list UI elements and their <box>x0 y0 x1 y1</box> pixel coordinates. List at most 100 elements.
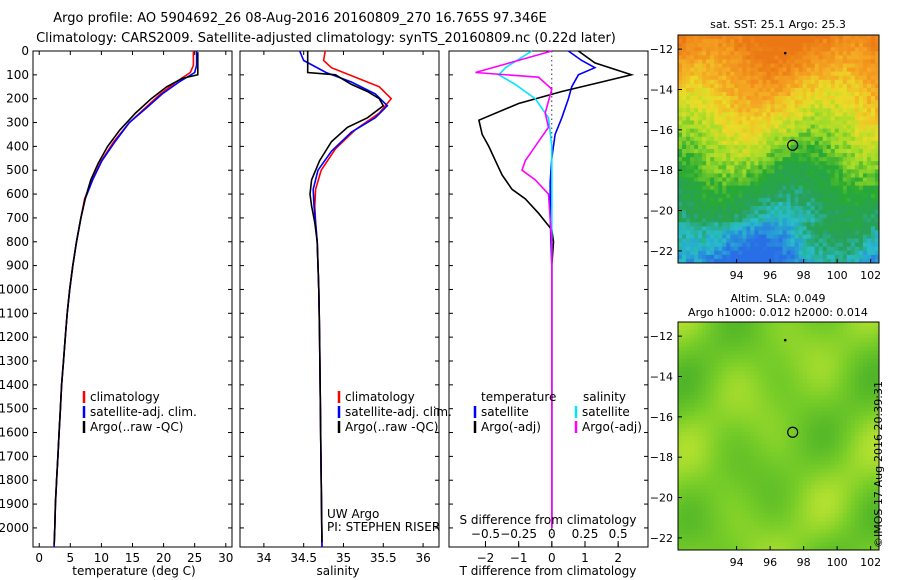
depth-tick-label: 1800 <box>0 473 29 487</box>
map-cell <box>810 35 816 40</box>
map-cell <box>826 144 832 150</box>
map-cell <box>738 71 743 77</box>
map-cell <box>694 374 699 380</box>
map-cell <box>790 100 796 105</box>
map-cell <box>702 43 707 48</box>
map-cell <box>770 39 776 44</box>
map-cell <box>738 112 743 118</box>
map-cell <box>806 59 812 65</box>
map-cell <box>762 472 768 478</box>
map-cell <box>794 366 800 372</box>
map-cell <box>718 120 723 126</box>
map-cell <box>682 153 687 158</box>
map-cell <box>830 112 836 118</box>
map-cell <box>738 250 743 256</box>
map-cell <box>806 362 812 368</box>
map-cell <box>710 193 715 199</box>
map-cell <box>690 391 695 396</box>
sst-map-axes: 94 96 98 100 102−12−14−16−18−20−22 <box>650 43 881 282</box>
map-cell <box>846 452 852 457</box>
map-cell <box>858 322 864 327</box>
map-cell <box>870 326 876 331</box>
map-cell <box>810 63 816 69</box>
map-cell <box>770 436 776 441</box>
map-cell <box>714 242 719 248</box>
map-cell <box>874 63 879 69</box>
map-cell <box>818 395 824 400</box>
map-cell <box>790 35 796 40</box>
map-cell <box>790 197 796 203</box>
map-cell <box>710 338 715 343</box>
map-cell <box>838 452 844 457</box>
map-cell <box>818 250 824 256</box>
map-cell <box>854 222 860 227</box>
map-cell <box>778 350 784 356</box>
map-cell <box>814 222 820 227</box>
map-cell <box>766 448 772 453</box>
map-cell <box>774 59 780 65</box>
map-cell <box>782 258 788 263</box>
map-cell <box>874 75 879 81</box>
map-cell <box>746 242 751 248</box>
map-cell <box>702 334 707 339</box>
map-cell <box>770 108 776 113</box>
map-cell <box>810 43 816 48</box>
map-cell <box>754 326 759 331</box>
map-cell <box>806 383 812 388</box>
map-cell <box>714 326 719 331</box>
map-cell <box>862 157 868 162</box>
map-cell <box>710 464 715 470</box>
map-cell <box>826 399 832 405</box>
map-cell <box>842 246 848 252</box>
map-cell <box>806 63 812 69</box>
map-cell <box>870 250 876 256</box>
map-cell <box>778 185 784 191</box>
map-cell <box>726 128 731 134</box>
map-cell <box>862 415 868 421</box>
map-cell <box>866 246 872 252</box>
map-cell <box>698 334 703 339</box>
map-cell <box>698 189 703 195</box>
map-cell <box>746 444 751 449</box>
map-cell <box>778 338 784 343</box>
map-cell <box>842 206 848 211</box>
map-cell <box>722 169 727 175</box>
map-cell <box>874 456 879 462</box>
map-cell <box>702 338 707 343</box>
map-cell <box>710 201 715 207</box>
map-cell <box>718 177 723 183</box>
map-cell <box>754 128 759 134</box>
sla-map-panel: Altim. SLA: 0.049 Argo h1000: 0.012 h200… <box>650 292 881 569</box>
map-cell <box>778 87 784 93</box>
map-cell <box>790 436 796 441</box>
map-cell <box>702 100 707 105</box>
map-cell <box>754 210 759 215</box>
title-line-2: Climatology: CARS2009. Satellite-adjuste… <box>36 31 616 46</box>
map-cell <box>782 448 788 453</box>
map-cell <box>874 136 879 142</box>
map-cell <box>786 346 792 352</box>
map-cell <box>718 63 723 69</box>
lon-tick-label: 100 <box>827 269 848 282</box>
map-cell <box>818 456 824 462</box>
map-cell <box>834 254 840 260</box>
map-cell <box>690 218 695 223</box>
map-cell <box>846 218 852 223</box>
map-cell <box>710 206 715 211</box>
map-cell <box>810 185 816 191</box>
map-cell <box>826 407 832 413</box>
map-cell <box>730 350 735 356</box>
map-cell <box>818 472 824 478</box>
map-cell <box>734 63 739 69</box>
map-cell <box>718 100 723 105</box>
depth-tick-label: 2000 <box>0 521 29 535</box>
map-cell <box>850 165 856 170</box>
map-cell <box>818 71 824 77</box>
map-cell <box>706 104 711 109</box>
map-cell <box>758 230 764 236</box>
map-cell <box>778 379 784 384</box>
map-cell <box>786 246 792 252</box>
map-cell <box>814 468 820 474</box>
map-cell <box>870 136 876 142</box>
map-cell <box>806 246 812 252</box>
